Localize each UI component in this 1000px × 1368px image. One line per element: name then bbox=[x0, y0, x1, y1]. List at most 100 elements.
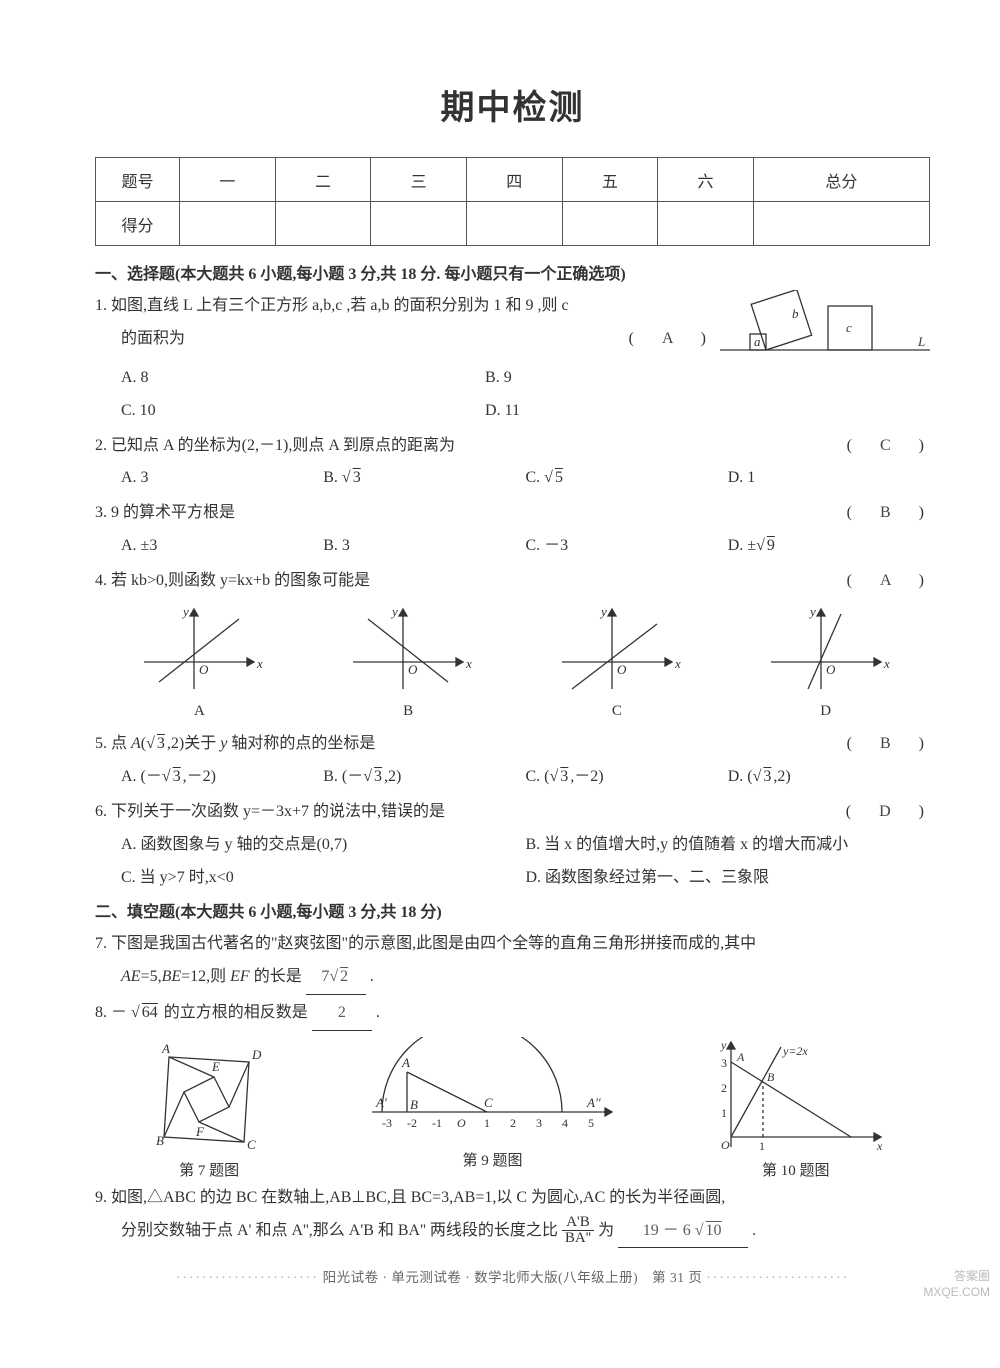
svg-text:x: x bbox=[883, 656, 890, 671]
q7-stem-b: AE=5,BE=12,则 EF 的长是 bbox=[95, 968, 306, 985]
svg-text:y=2x: y=2x bbox=[782, 1044, 808, 1058]
question-4: 4. 若 kb>0,则函数 y=kx+b 的图象可能是 ( A ) Oxy A bbox=[95, 565, 930, 727]
row-label: 得分 bbox=[96, 202, 180, 246]
svg-text:y: y bbox=[808, 604, 816, 619]
svg-text:-1: -1 bbox=[432, 1116, 442, 1130]
score-cell[interactable] bbox=[180, 202, 276, 246]
q2-stem: 2. 已知点 A 的坐标为(2,－1),则点 A 到原点的距离为 bbox=[95, 437, 455, 454]
svg-text:x: x bbox=[674, 656, 681, 671]
col-head: 四 bbox=[466, 158, 562, 202]
q6-option-a: A. 函数图象与 y 轴的交点是(0,7) bbox=[121, 829, 526, 862]
question-9: 9. 如图,△ABC 的边 BC 在数轴上,AB⊥BC,且 BC=3,AB=1,… bbox=[95, 1182, 930, 1249]
q2-option-d: D. 1 bbox=[728, 462, 930, 495]
q3-option-a: A. ±3 bbox=[121, 530, 323, 563]
q4-graph-c: Oxy C bbox=[547, 604, 687, 727]
col-head: 总分 bbox=[753, 158, 929, 202]
q9-blank[interactable]: 19 － 6 √10 bbox=[618, 1215, 748, 1249]
q3-option-d: D. ±√9 bbox=[728, 530, 930, 563]
svg-text:b: b bbox=[792, 306, 799, 321]
svg-text:C: C bbox=[247, 1137, 256, 1152]
score-cell[interactable] bbox=[658, 202, 754, 246]
svg-text:A': A' bbox=[375, 1095, 387, 1110]
col-head: 三 bbox=[371, 158, 467, 202]
q1-answer-slot: ( A ) bbox=[629, 323, 712, 356]
svg-text:2: 2 bbox=[721, 1081, 727, 1095]
q5-stem: 5. 点 A(√3,2)关于 y 轴对称的点的坐标是 bbox=[95, 735, 375, 752]
svg-text:A: A bbox=[401, 1055, 410, 1070]
q4-graph-b: Oxy B bbox=[338, 604, 478, 727]
svg-text:y: y bbox=[390, 604, 398, 619]
q5-answer-slot: ( B ) bbox=[847, 728, 930, 761]
page-footer: ······················ 阳光试卷 · 单元测试卷 · 数学… bbox=[95, 1266, 930, 1286]
figure-row: AD BC EF 第 7 题图 -3-2-1 O 123 4 bbox=[95, 1037, 930, 1180]
svg-text:E: E bbox=[211, 1059, 220, 1074]
svg-text:-2: -2 bbox=[407, 1116, 417, 1130]
svg-text:B: B bbox=[410, 1097, 418, 1112]
score-cell[interactable] bbox=[466, 202, 562, 246]
q8-blank[interactable]: 2 bbox=[312, 997, 372, 1031]
q1-option-b: B. 9 bbox=[485, 362, 930, 395]
score-cell[interactable] bbox=[275, 202, 371, 246]
q3-option-c: C. －3 bbox=[526, 530, 728, 563]
svg-text:A'': A'' bbox=[586, 1095, 601, 1110]
q6-answer-slot: ( D ) bbox=[846, 796, 930, 829]
q5-option-a: A. (－√3,－2) bbox=[121, 761, 323, 794]
svg-text:2: 2 bbox=[510, 1116, 516, 1130]
q9-stem-a: 9. 如图,△ABC 的边 BC 在数轴上,AB⊥BC,且 BC=3,AB=1,… bbox=[95, 1189, 725, 1206]
q6-option-b: B. 当 x 的值增大时,y 的值随着 x 的增大而减小 bbox=[526, 829, 931, 862]
fig-10: O 1 123 x y y=2x A B 第 10 题图 bbox=[701, 1037, 891, 1180]
svg-text:O: O bbox=[617, 662, 627, 677]
svg-text:O: O bbox=[721, 1138, 730, 1152]
q3-stem: 3. 9 的算术平方根是 bbox=[95, 504, 235, 521]
q1-option-a: A. 8 bbox=[121, 362, 485, 395]
q5-option-b: B. (－√3,2) bbox=[323, 761, 525, 794]
score-table: 题号 一 二 三 四 五 六 总分 得分 bbox=[95, 157, 930, 246]
q3-answer-slot: ( B ) bbox=[847, 497, 930, 530]
score-cell[interactable] bbox=[562, 202, 658, 246]
svg-text:3: 3 bbox=[536, 1116, 542, 1130]
svg-text:a: a bbox=[754, 334, 761, 349]
q8-stem: 8. － √64 的立方根的相反数是 bbox=[95, 1004, 308, 1021]
col-head: 二 bbox=[275, 158, 371, 202]
q2-option-a: A. 3 bbox=[121, 462, 323, 495]
svg-text:O: O bbox=[408, 662, 418, 677]
q5-option-d: D. (√3,2) bbox=[728, 761, 930, 794]
svg-text:F: F bbox=[195, 1124, 205, 1139]
svg-text:O: O bbox=[457, 1116, 466, 1130]
score-cell[interactable] bbox=[371, 202, 467, 246]
question-2: 2. 已知点 A 的坐标为(2,－1),则点 A 到原点的距离为 ( C ) A… bbox=[95, 430, 930, 496]
svg-text:4: 4 bbox=[562, 1116, 568, 1130]
q6-option-c: C. 当 y>7 时,x<0 bbox=[121, 862, 526, 895]
q2-answer-slot: ( C ) bbox=[847, 430, 930, 463]
question-3: 3. 9 的算术平方根是 ( B ) A. ±3 B. 3 C. －3 D. ±… bbox=[95, 497, 930, 563]
svg-text:L: L bbox=[917, 334, 925, 349]
q1-stem-a: 1. 如图,直线 L 上有三个正方形 a,b,c ,若 a,b 的面积分别为 1… bbox=[95, 297, 569, 314]
fig-9: -3-2-1 O 123 45 AA' BC A'' 第 9 题图 bbox=[362, 1037, 622, 1180]
score-cell[interactable] bbox=[753, 202, 929, 246]
q2-option-b: B. √3 bbox=[323, 462, 525, 495]
svg-text:5: 5 bbox=[588, 1116, 594, 1130]
svg-text:D: D bbox=[251, 1047, 262, 1062]
svg-text:x: x bbox=[256, 656, 263, 671]
table-row: 题号 一 二 三 四 五 六 总分 bbox=[96, 158, 930, 202]
q7-period: . bbox=[370, 968, 374, 985]
q2-option-c: C. √5 bbox=[526, 462, 728, 495]
q7-blank[interactable]: 7√2 bbox=[306, 961, 366, 995]
svg-text:x: x bbox=[876, 1139, 883, 1153]
q4-stem: 4. 若 kb>0,则函数 y=kx+b 的图象可能是 bbox=[95, 572, 370, 589]
q8-period: . bbox=[376, 1004, 380, 1021]
q6-stem: 6. 下列关于一次函数 y=－3x+7 的说法中,错误的是 bbox=[95, 803, 445, 820]
q4-answer-slot: ( A ) bbox=[847, 565, 930, 598]
q9-stem-b: 分别交数轴于点 A' 和点 A'',那么 A'B 和 BA'' 两线段的长度之比 bbox=[95, 1222, 558, 1239]
svg-text:1: 1 bbox=[484, 1116, 490, 1130]
svg-text:1: 1 bbox=[721, 1106, 727, 1120]
q6-option-d: D. 函数图象经过第一、二、三象限 bbox=[526, 862, 931, 895]
q4-graph-a: Oxy A bbox=[129, 604, 269, 727]
svg-text:y: y bbox=[599, 604, 607, 619]
watermark: 答案圈 MXQE.COM bbox=[923, 1269, 990, 1300]
svg-text:A: A bbox=[736, 1050, 745, 1064]
q7-stem-a: 7. 下图是我国古代著名的"赵爽弦图"的示意图,此图是由四个全等的直角三角形拼接… bbox=[95, 935, 756, 952]
svg-text:-3: -3 bbox=[382, 1116, 392, 1130]
col-head: 五 bbox=[562, 158, 658, 202]
q9-period: . bbox=[752, 1222, 756, 1239]
